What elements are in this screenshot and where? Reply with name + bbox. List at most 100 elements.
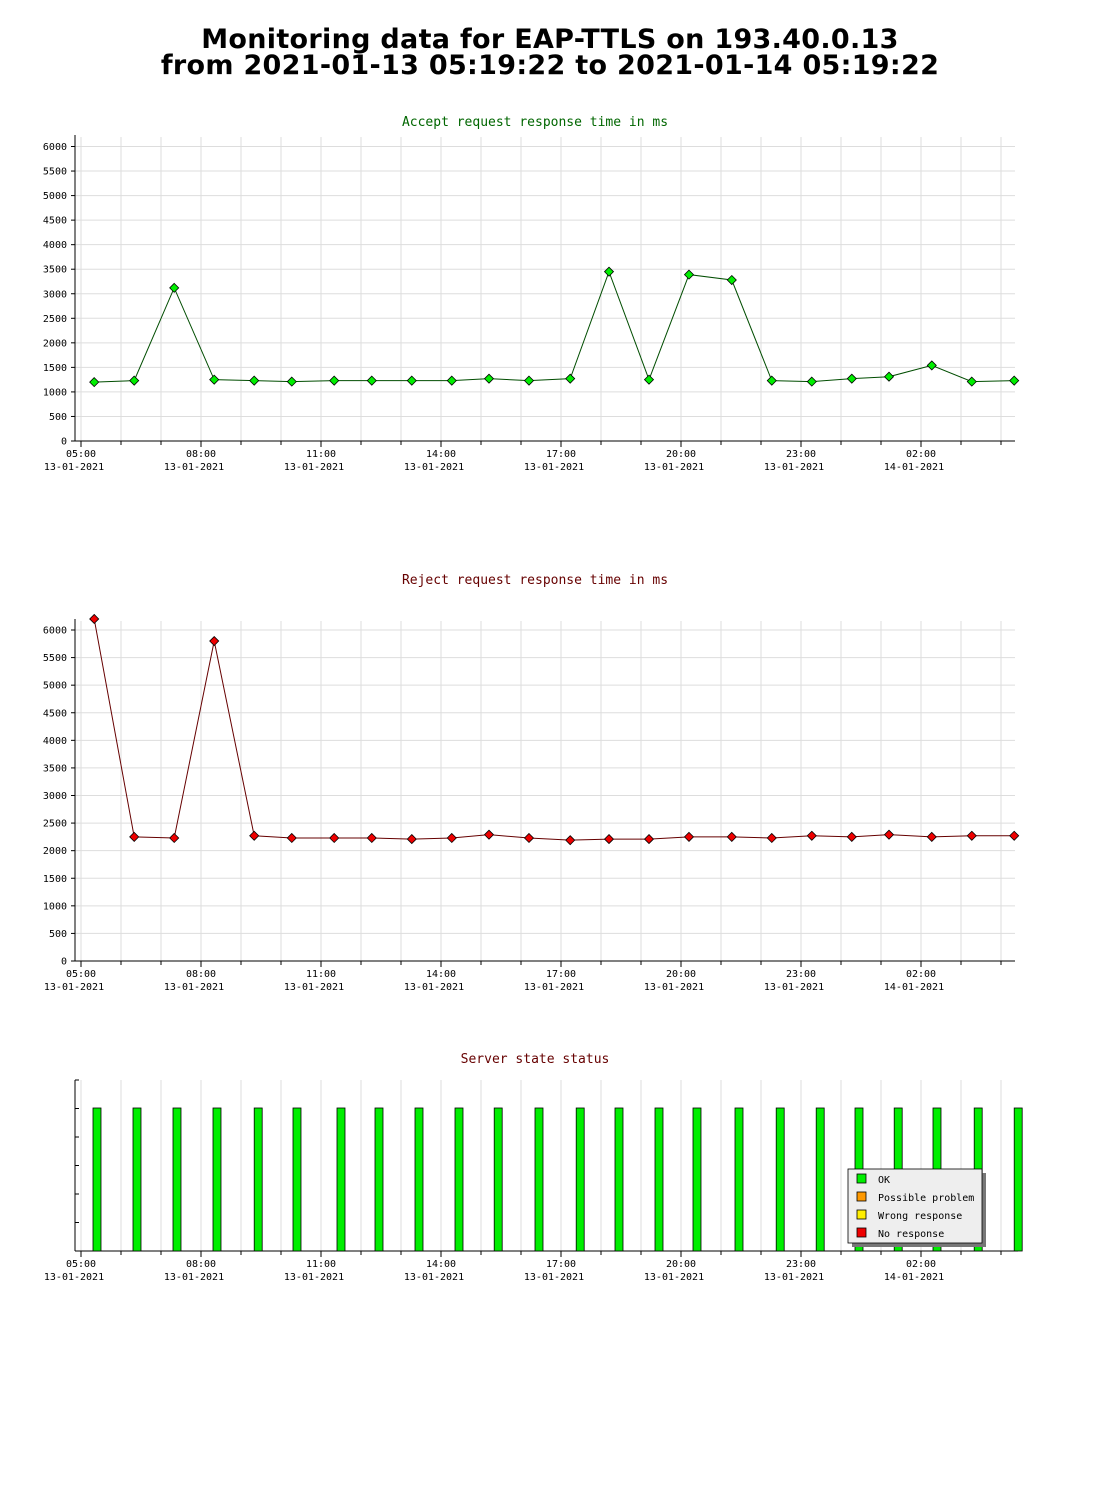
reject-y-tick-label: 6000 <box>43 626 67 637</box>
reject-x-tick-date: 13-01-2021 <box>284 982 344 993</box>
reject-x-tick-time: 17:00 <box>546 969 576 980</box>
accept-y-tick-label: 4000 <box>43 240 67 251</box>
accept-y-tick-label: 0 <box>61 437 67 448</box>
accept-data-point <box>883 371 895 382</box>
reject-x-tick-time: 23:00 <box>786 969 816 980</box>
accept-x-tick-time: 05:00 <box>66 449 96 460</box>
status-bar <box>493 1107 503 1252</box>
accept-y-tick-label: 5500 <box>43 167 67 178</box>
legend-label: No response <box>878 1229 944 1240</box>
reject-y-tick-label: 2500 <box>43 819 67 830</box>
reject-y-tick-label: 2000 <box>43 846 67 857</box>
status-x-tick-time: 14:00 <box>426 1259 456 1270</box>
legend-swatch <box>856 1173 867 1184</box>
status-x-tick-date: 13-01-2021 <box>524 1272 584 1283</box>
status-bar <box>815 1107 825 1252</box>
reject-y-tick-label: 1000 <box>43 901 67 912</box>
reject-data-point <box>523 832 535 844</box>
reject-data-point <box>286 832 297 844</box>
reject-x-tick-date: 13-01-2021 <box>644 982 704 993</box>
page-title-line-2: from 2021-01-13 05:19:22 to 2021-01-14 0… <box>160 50 940 81</box>
accept-response-chart: Accept request response time in ms 0 500 1… <box>43 115 1020 473</box>
legend-swatch <box>856 1227 867 1238</box>
accept-data-point <box>366 375 377 386</box>
accept-data-point <box>565 373 576 384</box>
status-bar <box>654 1107 664 1252</box>
accept-data-point <box>726 274 737 286</box>
status-bar <box>374 1107 384 1252</box>
reject-x-tick-date: 13-01-2021 <box>524 982 584 993</box>
legend-box <box>847 1168 983 1244</box>
accept-data-point <box>89 377 100 388</box>
legend-label: Wrong response <box>878 1211 962 1222</box>
accept-x-tick-date: 13-01-2021 <box>44 462 104 473</box>
reject-data-point <box>766 832 777 844</box>
accept-data-point <box>523 375 535 386</box>
accept-x-tick-date: 13-01-2021 <box>284 462 344 473</box>
status-bar <box>534 1107 544 1252</box>
status-bar <box>1013 1107 1023 1252</box>
reject-data-point <box>406 834 417 845</box>
status-bar <box>132 1107 142 1252</box>
accept-x-tick-date: 13-01-2021 <box>524 462 584 473</box>
accept-data-point <box>446 375 457 386</box>
accept-data-point <box>169 282 180 293</box>
accept-data-point <box>603 266 615 277</box>
reject-data-point <box>643 834 655 845</box>
accept-x-tick-date: 13-01-2021 <box>764 462 824 473</box>
accept-y-tick-label: 2000 <box>43 338 67 349</box>
status-x-tick-time: 17:00 <box>546 1259 576 1270</box>
status-x-tick-time: 23:00 <box>786 1259 816 1270</box>
reject-x-tick-time: 11:00 <box>306 969 336 980</box>
reject-data-point <box>726 831 737 842</box>
accept-y-tick-label: 3500 <box>43 265 67 276</box>
accept-data-point <box>806 376 817 387</box>
reject-x-tick-time: 02:00 <box>906 969 936 980</box>
accept-x-tick-time: 17:00 <box>546 449 576 460</box>
accept-x-tick-date: 13-01-2021 <box>164 462 224 473</box>
accept-data-point <box>249 375 260 386</box>
accept-data-point <box>406 375 417 386</box>
accept-chart-title: Accept request response time in ms <box>402 115 668 130</box>
accept-data-point <box>846 373 857 384</box>
reject-y-tick-label: 1500 <box>43 874 67 885</box>
accept-data-point <box>926 360 937 371</box>
reject-data-point <box>846 831 857 842</box>
reject-data-point <box>603 834 615 845</box>
accept-y-tick-label: 500 <box>49 412 67 423</box>
status-x-tick-date: 13-01-2021 <box>44 1272 104 1283</box>
accept-data-point <box>683 269 695 280</box>
legend-label: OK <box>878 1175 890 1186</box>
reject-y-tick-label: 5500 <box>43 653 67 664</box>
reject-y-tick-label: 4500 <box>43 708 67 719</box>
accept-y-tick-label: 2500 <box>43 314 67 325</box>
accept-y-tick-label: 6000 <box>43 142 67 153</box>
status-x-tick-date: 13-01-2021 <box>164 1272 224 1283</box>
reject-x-tick-time: 05:00 <box>66 969 96 980</box>
reject-data-point <box>366 832 377 844</box>
accept-x-tick-time: 23:00 <box>786 449 816 460</box>
reject-x-tick-date: 14-01-2021 <box>884 982 944 993</box>
reject-data-point <box>209 635 220 647</box>
reject-data-point <box>683 831 695 842</box>
status-bar <box>614 1107 624 1252</box>
reject-data-point <box>565 835 576 846</box>
page-title-line-1: Monitoring data for EAP-TTLS on 193.40.0… <box>201 24 899 55</box>
accept-data-point <box>643 374 655 385</box>
reject-x-tick-time: 20:00 <box>666 969 696 980</box>
status-bar <box>692 1107 702 1252</box>
reject-y-tick-label: 5000 <box>43 681 67 692</box>
reject-data-point <box>446 832 457 844</box>
reject-data-point <box>883 829 895 840</box>
accept-y-tick-label: 1500 <box>43 363 67 374</box>
status-bar <box>734 1107 744 1252</box>
accept-data-point <box>1009 375 1020 386</box>
status-bar <box>414 1107 424 1252</box>
accept-data-point <box>129 375 140 386</box>
legend-swatch <box>856 1191 867 1202</box>
accept-data-point <box>766 375 777 386</box>
status-x-tick-time: 20:00 <box>666 1259 696 1270</box>
status-x-tick-date: 14-01-2021 <box>884 1272 944 1283</box>
accept-x-tick-date: 13-01-2021 <box>644 462 704 473</box>
